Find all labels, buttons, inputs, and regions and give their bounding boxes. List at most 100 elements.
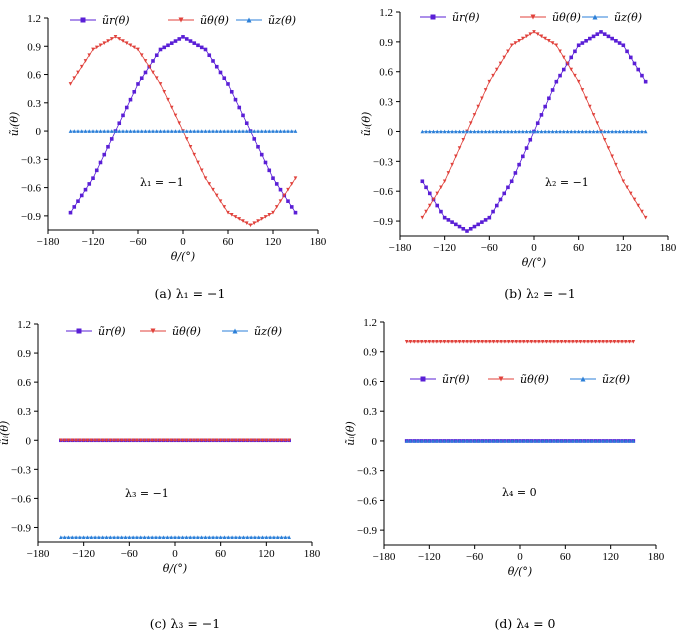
data-point: [537, 439, 541, 443]
data-point: [233, 215, 238, 219]
data-point: [245, 438, 250, 443]
data-point: [263, 129, 268, 133]
data-point: [617, 171, 622, 175]
data-point: [627, 340, 632, 344]
data-point: [476, 222, 480, 227]
data-point: [131, 535, 135, 539]
data-point: [540, 340, 545, 344]
y-tick-label: −0.6: [373, 186, 393, 198]
data-point: [554, 43, 559, 48]
y-axis-title: ũᵢ(θ): [344, 421, 357, 446]
x-tick-label: −180: [27, 548, 50, 560]
x-tick-label: −180: [37, 236, 60, 248]
data-point: [173, 535, 177, 539]
data-point: [109, 129, 114, 133]
series-utheta: [420, 30, 648, 220]
data-point: [211, 438, 215, 443]
data-point: [68, 210, 73, 215]
legend-marker: [76, 328, 82, 334]
data-point: [136, 129, 140, 133]
data-point: [476, 439, 481, 443]
data-point: [616, 439, 621, 443]
data-point: [584, 129, 588, 134]
data-point: [535, 129, 540, 134]
data-point: [457, 224, 462, 229]
data-point: [151, 59, 155, 63]
data-point: [278, 187, 283, 192]
data-point: [480, 129, 484, 134]
data-point: [215, 535, 219, 539]
data-point: [514, 340, 519, 344]
y-tick-label: −0.9: [357, 525, 377, 537]
data-point: [136, 82, 140, 86]
x-tick-label: 0: [531, 242, 537, 254]
data-point: [608, 340, 613, 344]
data-point: [147, 129, 152, 133]
data-point: [558, 73, 562, 78]
data-point: [461, 226, 466, 231]
data-point: [535, 121, 540, 125]
data-point: [450, 340, 454, 344]
data-point: [487, 215, 492, 220]
data-point: [59, 438, 63, 443]
data-point: [606, 129, 611, 134]
data-point: [640, 209, 644, 214]
data-point: [91, 176, 95, 180]
data-point: [268, 535, 272, 539]
data-point: [483, 218, 488, 222]
data-point: [241, 438, 246, 443]
data-point: [576, 129, 581, 134]
data-point: [203, 176, 208, 180]
data-point: [184, 535, 189, 539]
data-point: [136, 47, 140, 52]
data-point: [502, 55, 507, 60]
data-point: [420, 215, 425, 220]
data-point: [423, 340, 428, 344]
data-point: [412, 340, 417, 344]
x-tick-label: −60: [466, 551, 484, 563]
data-point: [256, 219, 260, 223]
series-utheta: [404, 340, 636, 344]
data-point: [521, 340, 526, 344]
data-point: [628, 191, 633, 196]
data-point: [614, 162, 618, 167]
data-point: [100, 535, 105, 539]
data-point: [214, 193, 219, 198]
data-point: [540, 439, 545, 443]
data-point: [472, 113, 477, 117]
data-point: [480, 96, 484, 101]
data-point: [117, 37, 122, 41]
data-point: [514, 439, 519, 443]
data-point: [241, 535, 246, 539]
series-uz: [404, 439, 636, 443]
data-point: [211, 59, 215, 63]
caption: (b) λ₂ = −1: [504, 286, 576, 301]
data-point: [532, 30, 536, 34]
data-point: [104, 438, 109, 443]
data-point: [293, 210, 298, 215]
x-tick-label: −60: [121, 548, 139, 560]
data-point: [264, 438, 269, 443]
data-point: [521, 36, 525, 41]
data-point: [135, 535, 139, 539]
data-point: [199, 129, 204, 133]
data-point: [457, 439, 462, 443]
data-point: [85, 535, 90, 539]
legend-marker: [530, 14, 536, 20]
data-point: [253, 535, 257, 539]
data-point: [135, 438, 139, 443]
legend-item: ũr(θ): [70, 14, 130, 27]
data-point: [631, 439, 636, 443]
data-point: [457, 146, 462, 150]
data-point: [109, 37, 114, 41]
caption: (d) λ₄ = 0: [494, 616, 555, 631]
data-point: [226, 535, 231, 539]
data-point: [591, 129, 596, 134]
data-point: [173, 438, 177, 443]
data-point: [416, 439, 420, 443]
data-point: [625, 129, 629, 134]
data-point: [513, 171, 518, 175]
data-point: [151, 70, 155, 75]
data-point: [241, 113, 245, 118]
data-point: [450, 220, 454, 224]
